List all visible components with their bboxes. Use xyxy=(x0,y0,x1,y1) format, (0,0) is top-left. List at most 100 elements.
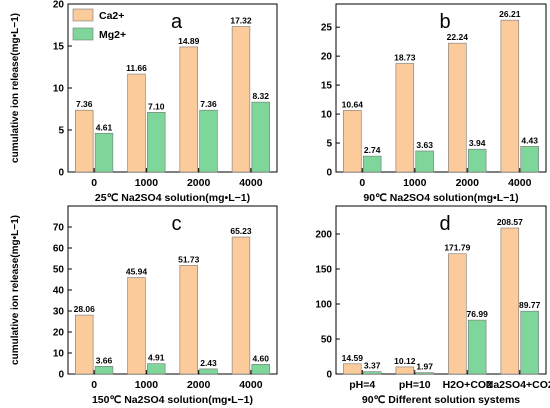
y-tick-label: 10 xyxy=(321,110,333,121)
data-label: 26.21 xyxy=(499,9,521,19)
x-axis-label: 90℃ Na2SO4 solution(mg•L−1) xyxy=(363,192,518,204)
bar-ca xyxy=(179,46,198,173)
y-tick-label: 20 xyxy=(53,0,65,11)
data-label: 14.89 xyxy=(178,36,200,46)
bar-ca xyxy=(127,277,146,375)
bar-mg xyxy=(94,366,114,375)
bar-ca xyxy=(343,363,362,375)
x-axis-label: 25℃ Na2SO4 solution(mg•L−1) xyxy=(95,192,250,204)
y-tick-label: 5 xyxy=(326,139,332,150)
legend: Ca2+ Mg2+ xyxy=(72,8,126,41)
data-label: 22.24 xyxy=(447,32,469,42)
panel-c: 0 10 20 30 40 50 60 70 0 28.06 3.66 1000 45.94 4.91 20… xyxy=(10,205,278,406)
x-axis-label: 90℃ Different solution systems xyxy=(362,394,520,406)
data-label: 4.60 xyxy=(252,353,269,363)
bar-mg xyxy=(415,150,434,173)
x-tick-label: 0 xyxy=(359,177,365,189)
x-tick-label: 1000 xyxy=(135,177,159,189)
data-label: 17.32 xyxy=(230,16,252,26)
data-label: 8.32 xyxy=(252,91,269,101)
x-tick-label: 2000 xyxy=(187,379,211,391)
legend-swatch xyxy=(72,27,94,41)
x-axis-label: 150℃ Na2SO4 solution(mg•L−1) xyxy=(92,394,253,406)
bar-mg xyxy=(147,363,166,375)
y-tick-label: 0 xyxy=(58,370,64,381)
bar-mg xyxy=(362,371,382,375)
y-tick-label: 5 xyxy=(58,126,64,137)
bar-mg xyxy=(520,310,539,375)
x-tick-label: 4000 xyxy=(239,177,263,189)
bar-ca xyxy=(179,265,198,375)
data-label: 7.36 xyxy=(76,99,93,109)
data-label: 76.99 xyxy=(467,309,489,319)
data-label: 208.57 xyxy=(497,217,523,227)
plot-frame xyxy=(335,205,547,375)
y-tick-label: 0 xyxy=(58,168,64,179)
y-tick-label: 20 xyxy=(53,328,65,339)
data-label: 10.12 xyxy=(394,356,416,366)
data-label: 28.06 xyxy=(74,304,96,314)
bar-mg xyxy=(94,132,114,173)
bar-mg xyxy=(467,148,487,173)
x-tick-label: 1000 xyxy=(135,379,159,391)
y-tick-label: 50 xyxy=(321,335,333,346)
bar-mg xyxy=(199,109,218,173)
legend-label: Mg2+ xyxy=(99,29,126,41)
data-label: 45.94 xyxy=(126,267,148,277)
bar-mg xyxy=(251,364,270,375)
data-label: 3.63 xyxy=(416,140,433,150)
y-tick-label: 0 xyxy=(326,168,332,179)
x-tick-label: H2O+CO2 xyxy=(443,379,492,391)
bar-ca xyxy=(500,19,520,173)
bar-ca xyxy=(231,236,251,375)
x-tick-label: 2000 xyxy=(187,177,211,189)
data-label: 7.10 xyxy=(148,101,165,111)
y-tick-label: 15 xyxy=(321,81,333,92)
y-tick-label: 150 xyxy=(315,265,332,276)
data-label: 2.74 xyxy=(364,145,381,155)
bar-mg xyxy=(199,368,218,375)
data-label: 65.23 xyxy=(230,226,252,236)
x-tick-label: 4000 xyxy=(239,379,263,391)
x-tick-label: Na2SO4+CO2 xyxy=(486,379,550,391)
data-label: 51.73 xyxy=(178,254,200,264)
bar-mg xyxy=(251,101,270,173)
panel-letter: c xyxy=(172,213,182,235)
bar-ca xyxy=(343,110,362,173)
data-label: 171.79 xyxy=(444,243,470,253)
data-label: 4.91 xyxy=(148,353,165,363)
y-tick-label: 25 xyxy=(321,23,333,34)
x-tick-label: 1000 xyxy=(403,177,427,189)
x-tick-label: 0 xyxy=(91,177,97,189)
legend-label: Ca2+ xyxy=(99,10,124,22)
x-tick-label: 0 xyxy=(91,379,97,391)
bar-mg xyxy=(467,319,487,375)
data-label: 3.66 xyxy=(96,355,113,365)
bar-ca xyxy=(127,73,146,173)
y-tick-label: 30 xyxy=(53,307,65,318)
y-tick-label: 70 xyxy=(53,223,65,234)
panel-b: 0 5 10 15 20 25 0 10.64 2.74 1000 18.73 3.63 2000 22.… xyxy=(321,3,547,204)
y-tick-label: 15 xyxy=(53,42,65,53)
data-label: 3.94 xyxy=(469,138,486,148)
bar-ca xyxy=(395,366,415,375)
plot-frame xyxy=(335,3,547,173)
panel-letter: b xyxy=(439,11,450,33)
panel-a: 0 5 10 15 20 0 7.36 4.61 1000 11.66 7.10 2000 14.89 7… xyxy=(10,0,278,204)
x-tick-label: pH=4 xyxy=(349,379,375,391)
bar-ca xyxy=(395,63,415,173)
y-tick-label: 10 xyxy=(53,349,65,360)
bar-ca xyxy=(231,26,251,173)
bar-mg xyxy=(147,112,166,173)
data-label: 7.36 xyxy=(200,99,217,109)
y-tick-label: 0 xyxy=(326,370,332,381)
data-label: 10.64 xyxy=(342,99,364,109)
data-label: 11.66 xyxy=(126,63,147,73)
legend-swatch xyxy=(72,8,94,22)
x-tick-label: pH=10 xyxy=(399,379,431,391)
bar-ca xyxy=(500,227,520,375)
data-label: 89.77 xyxy=(519,300,541,310)
y-tick-label: 20 xyxy=(321,52,333,63)
y-tick-label: 50 xyxy=(53,265,65,276)
